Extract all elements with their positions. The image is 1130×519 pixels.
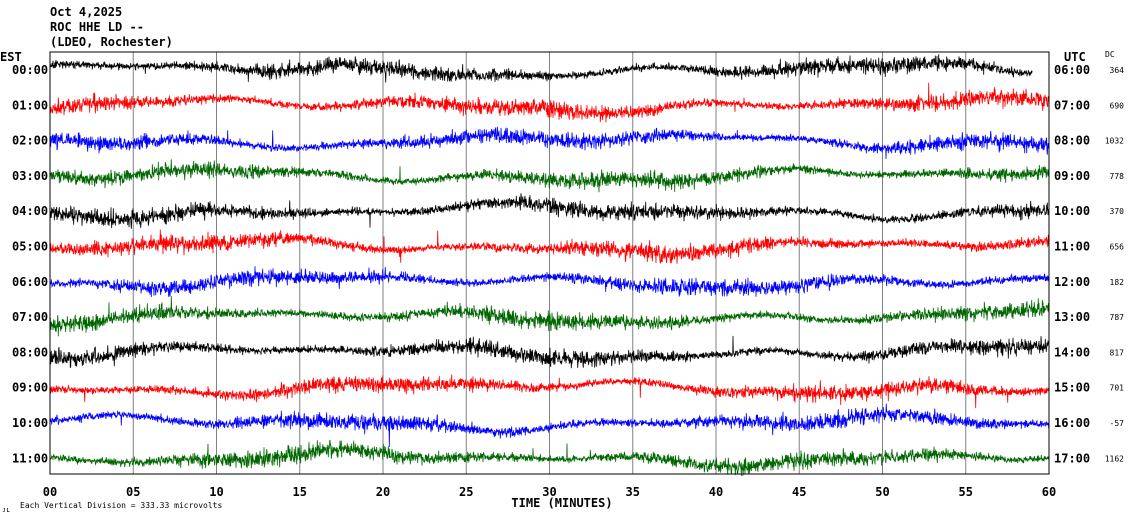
dc-offset-label: 787 (1110, 313, 1125, 322)
utc-hour-label: 16:00 (1054, 416, 1090, 430)
dc-offset-label: 1162 (1105, 454, 1124, 463)
est-hour-label: 11:00 (12, 451, 48, 465)
x-tick-label: 00 (43, 485, 57, 499)
seismic-trace (49, 229, 1050, 264)
header-station: ROC HHE LD -- (50, 20, 144, 34)
est-hour-labels: 00:00 01:00 02:00 03:00 04:00 05:00 06:00 07:00… (12, 63, 48, 465)
x-tick-label: 45 (792, 485, 806, 499)
seismic-trace (49, 82, 1050, 123)
est-hour-label: 02:00 (12, 134, 48, 148)
corner-mark: ᴊʟ (2, 506, 10, 514)
dc-offset-labels: 364 690 1032 778 370 656 182 787 817 701 -57 1162 (1105, 66, 1124, 463)
dc-offset-label: -57 (1110, 419, 1125, 428)
x-tick-label: 40 (709, 485, 723, 499)
utc-hour-labels: 06:00 07:00 08:00 09:00 10:00 11:00 12:00 13:00… (1054, 63, 1090, 465)
plot-frame (49, 51, 1050, 475)
x-axis-label: TIME (MINUTES) (511, 496, 612, 510)
est-hour-label: 03:00 (12, 169, 48, 183)
est-hour-label: 09:00 (12, 381, 48, 395)
dc-offset-label: 701 (1110, 384, 1125, 393)
x-tick-label: 15 (293, 485, 307, 499)
utc-hour-label: 06:00 (1054, 63, 1090, 77)
utc-hour-label: 08:00 (1054, 134, 1090, 148)
dc-offset-label: 817 (1110, 348, 1125, 357)
est-hour-label: 08:00 (12, 345, 48, 359)
x-tick-label: 05 (126, 485, 140, 499)
x-tick-label: 35 (626, 485, 640, 499)
x-tick-label: 20 (376, 485, 390, 499)
dc-offset-label: 656 (1110, 243, 1125, 252)
x-tick-label: 10 (209, 485, 223, 499)
x-tick-label: 60 (1042, 485, 1056, 499)
x-tick-labels: 00 05 10 15 20 25 30 35 40 45 50 55 60 (43, 485, 1056, 499)
est-hour-label: 10:00 (12, 416, 48, 430)
utc-hour-label: 13:00 (1054, 310, 1090, 324)
dc-offset-label: 1032 (1105, 137, 1124, 146)
seismic-trace (49, 54, 1033, 83)
grid-lines (132, 52, 967, 474)
utc-hour-label: 10:00 (1054, 204, 1090, 218)
dc-column-header: DC (1105, 50, 1115, 59)
seismic-trace (49, 374, 1050, 409)
trace-layer (49, 54, 1050, 477)
est-hour-label: 07:00 (12, 310, 48, 324)
est-hour-label: 00:00 (12, 63, 48, 77)
utc-hour-label: 11:00 (1054, 240, 1090, 254)
x-tick-label: 55 (959, 485, 973, 499)
dc-offset-label: 370 (1110, 207, 1125, 216)
utc-hour-label: 07:00 (1054, 98, 1090, 112)
dc-offset-label: 778 (1110, 172, 1125, 181)
seismic-trace (49, 335, 1050, 369)
est-hour-label: 01:00 (12, 98, 48, 112)
x-tick-label: 50 (875, 485, 889, 499)
header-date: Oct 4,2025 (50, 5, 122, 19)
utc-hour-label: 17:00 (1054, 451, 1090, 465)
utc-hour-label: 14:00 (1054, 345, 1090, 359)
vertical-division-note: Each Vertical Division = 333.33 microvol… (20, 501, 222, 510)
seismic-trace (49, 439, 1050, 477)
utc-hour-label: 12:00 (1054, 275, 1090, 289)
est-hour-label: 05:00 (12, 240, 48, 254)
seismic-trace (49, 296, 1050, 337)
seismic-trace (49, 193, 1050, 229)
seismic-trace (49, 126, 1050, 160)
seismic-trace (49, 159, 1050, 193)
dc-offset-label: 690 (1110, 101, 1125, 110)
dc-offset-label: 182 (1110, 278, 1125, 287)
header-network: (LDEO, Rochester) (50, 35, 173, 49)
x-tick-label: 25 (459, 485, 473, 499)
dc-offset-label: 364 (1110, 66, 1125, 75)
utc-axis-label: UTC (1064, 50, 1086, 64)
x-tick-label: 30 (542, 485, 556, 499)
est-hour-label: 06:00 (12, 275, 48, 289)
utc-hour-label: 09:00 (1054, 169, 1090, 183)
seismic-trace (49, 266, 1050, 298)
est-hour-label: 04:00 (12, 204, 48, 218)
utc-hour-label: 15:00 (1054, 381, 1090, 395)
seismic-trace (49, 403, 1050, 447)
est-axis-label: EST (0, 50, 22, 64)
